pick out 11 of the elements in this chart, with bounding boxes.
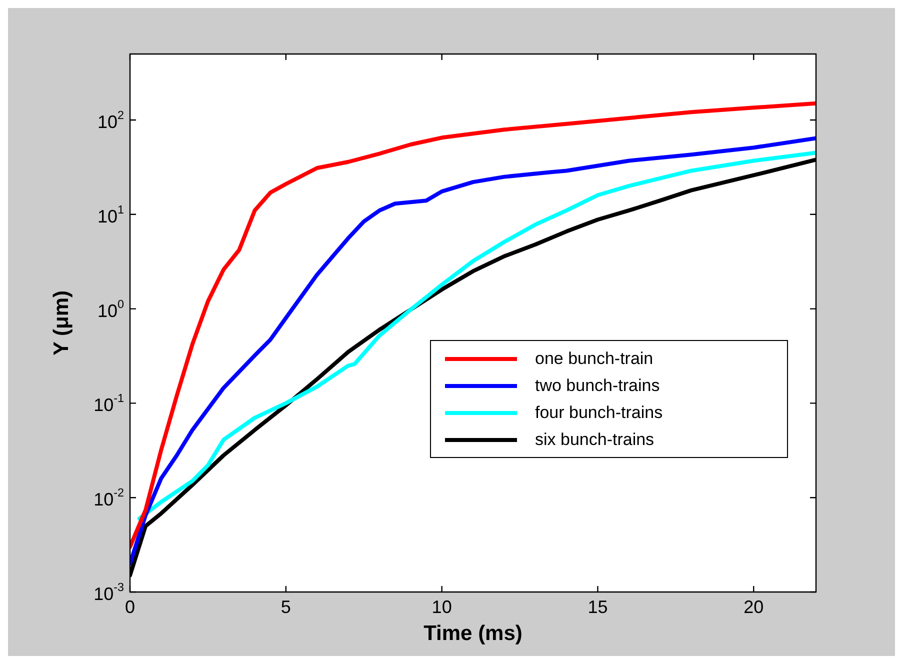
x-tick-label: 15 (588, 596, 608, 617)
legend-label: one bunch-train (535, 348, 654, 368)
legend-label: two bunch-trains (535, 376, 660, 396)
legend-label: four bunch-trains (535, 402, 663, 422)
legend-label: six bunch-trains (535, 430, 654, 450)
y-axis-title: Y (μm) (50, 290, 73, 356)
x-tick-label: 5 (280, 596, 291, 617)
x-tick-label: 10 (432, 596, 452, 617)
x-tick-label: 20 (744, 596, 764, 617)
x-tick-label: 0 (124, 596, 136, 617)
x-axis-title: Time (ms) (424, 622, 522, 645)
